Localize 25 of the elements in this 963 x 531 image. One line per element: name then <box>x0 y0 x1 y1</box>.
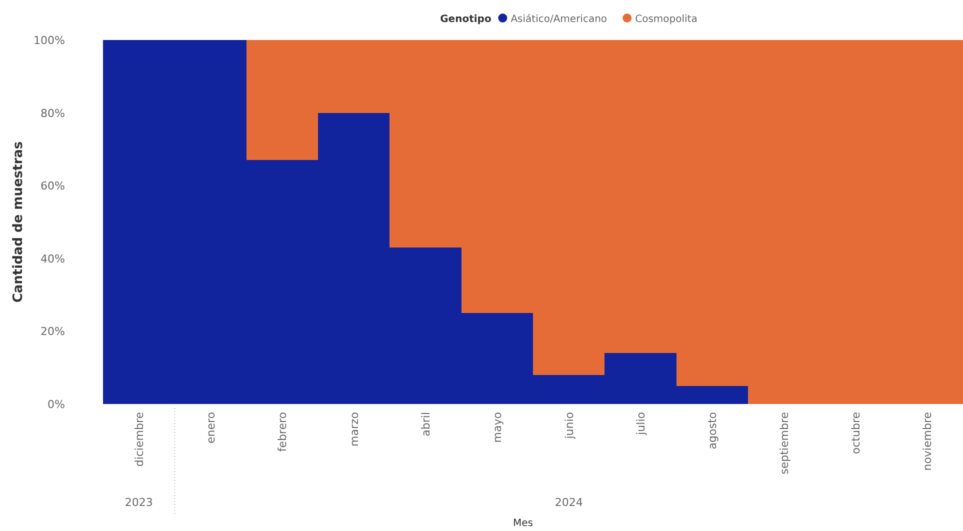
x-tick-label: febrero <box>276 412 290 452</box>
x-tick-label: mayo <box>491 412 504 443</box>
x-tick-label: abril <box>420 412 432 436</box>
legend-label: Cosmopolita <box>635 14 698 25</box>
x-tick-label: agosto <box>706 412 720 450</box>
x-tick-label: diciembre <box>132 412 146 467</box>
y-tick-label: 20% <box>40 325 65 338</box>
x-tick-label: noviembre <box>921 412 934 471</box>
text: 2024 <box>554 496 583 509</box>
legend-label: Asiático/Americano <box>510 14 608 25</box>
x-tick-label: junio <box>562 412 576 440</box>
y-tick-label: 100% <box>34 34 65 47</box>
x-tick-label: septiembre <box>778 412 791 474</box>
y-tick-label: 40% <box>40 252 65 266</box>
y-tick-label: 0% <box>48 398 65 411</box>
x-tick-label: octubre <box>850 412 862 454</box>
y-tick-label: 60% <box>40 180 65 193</box>
y-axis-title: Cantidad de muestras <box>11 141 26 303</box>
text: 2023 <box>124 496 153 509</box>
y-tick-label: 80% <box>40 106 65 120</box>
x-axis-title: Mes <box>513 518 533 529</box>
legend-title: Genotipo <box>440 14 492 25</box>
x-tick-label: julio <box>634 412 648 436</box>
x-tick-label: marzo <box>348 412 361 446</box>
x-tick-label: enero <box>204 412 218 444</box>
